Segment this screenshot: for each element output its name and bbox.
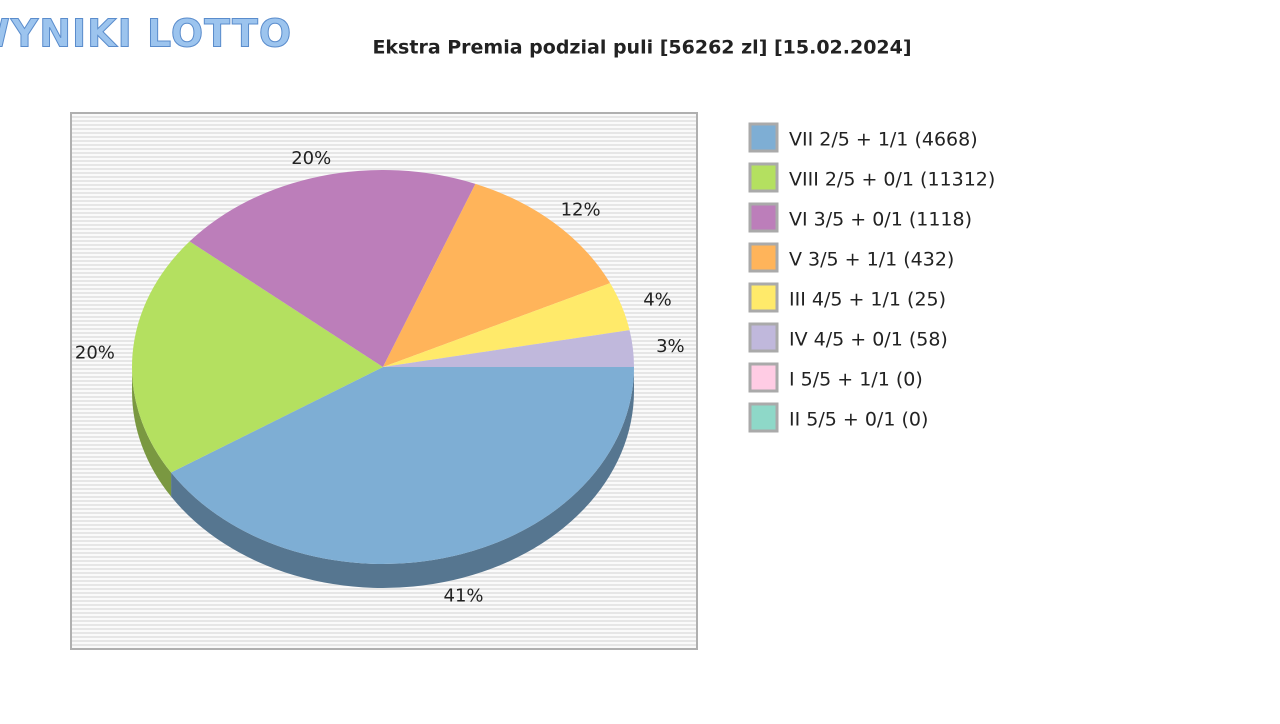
pie-slice [189, 169, 476, 367]
legend-label: V 3/5 + 1/1 (432) [789, 249, 954, 271]
value-label: 20% [75, 343, 115, 364]
legend-swatch [748, 282, 779, 313]
pie-slice [383, 283, 630, 367]
legend-swatch [748, 242, 779, 273]
legend-swatch [748, 202, 779, 233]
value-label: 4% [643, 290, 672, 311]
legend-label: III 4/5 + 1/1 (25) [789, 289, 946, 311]
chart-title: Ekstra Premia podzial puli [56262 zl] [1… [372, 37, 911, 59]
legend-label: VI 3/5 + 0/1 (1118) [789, 209, 972, 231]
pie-slice [171, 367, 635, 564]
legend-swatch [748, 122, 779, 153]
pie-slice [383, 330, 634, 367]
pie-slice [383, 183, 611, 367]
pie-side [132, 367, 172, 497]
value-label: 20% [291, 148, 331, 169]
legend-label: I 5/5 + 1/1 (0) [789, 369, 923, 391]
legend-swatch [748, 162, 779, 193]
legend-label: II 5/5 + 0/1 (0) [789, 409, 928, 431]
logo: WYNIKI LOTTO [0, 12, 292, 56]
legend-label: VIII 2/5 + 0/1 (11312) [789, 169, 995, 191]
value-label: 41% [444, 585, 484, 606]
legend-label: IV 4/5 + 0/1 (58) [789, 329, 948, 351]
legend-label: VII 2/5 + 1/1 (4668) [789, 129, 978, 151]
pie-slice [131, 241, 383, 473]
value-label: 12% [561, 199, 601, 220]
legend-swatch [748, 322, 779, 353]
legend-swatch [748, 402, 779, 433]
legend-swatch [748, 362, 779, 393]
value-label: 3% [656, 336, 685, 357]
